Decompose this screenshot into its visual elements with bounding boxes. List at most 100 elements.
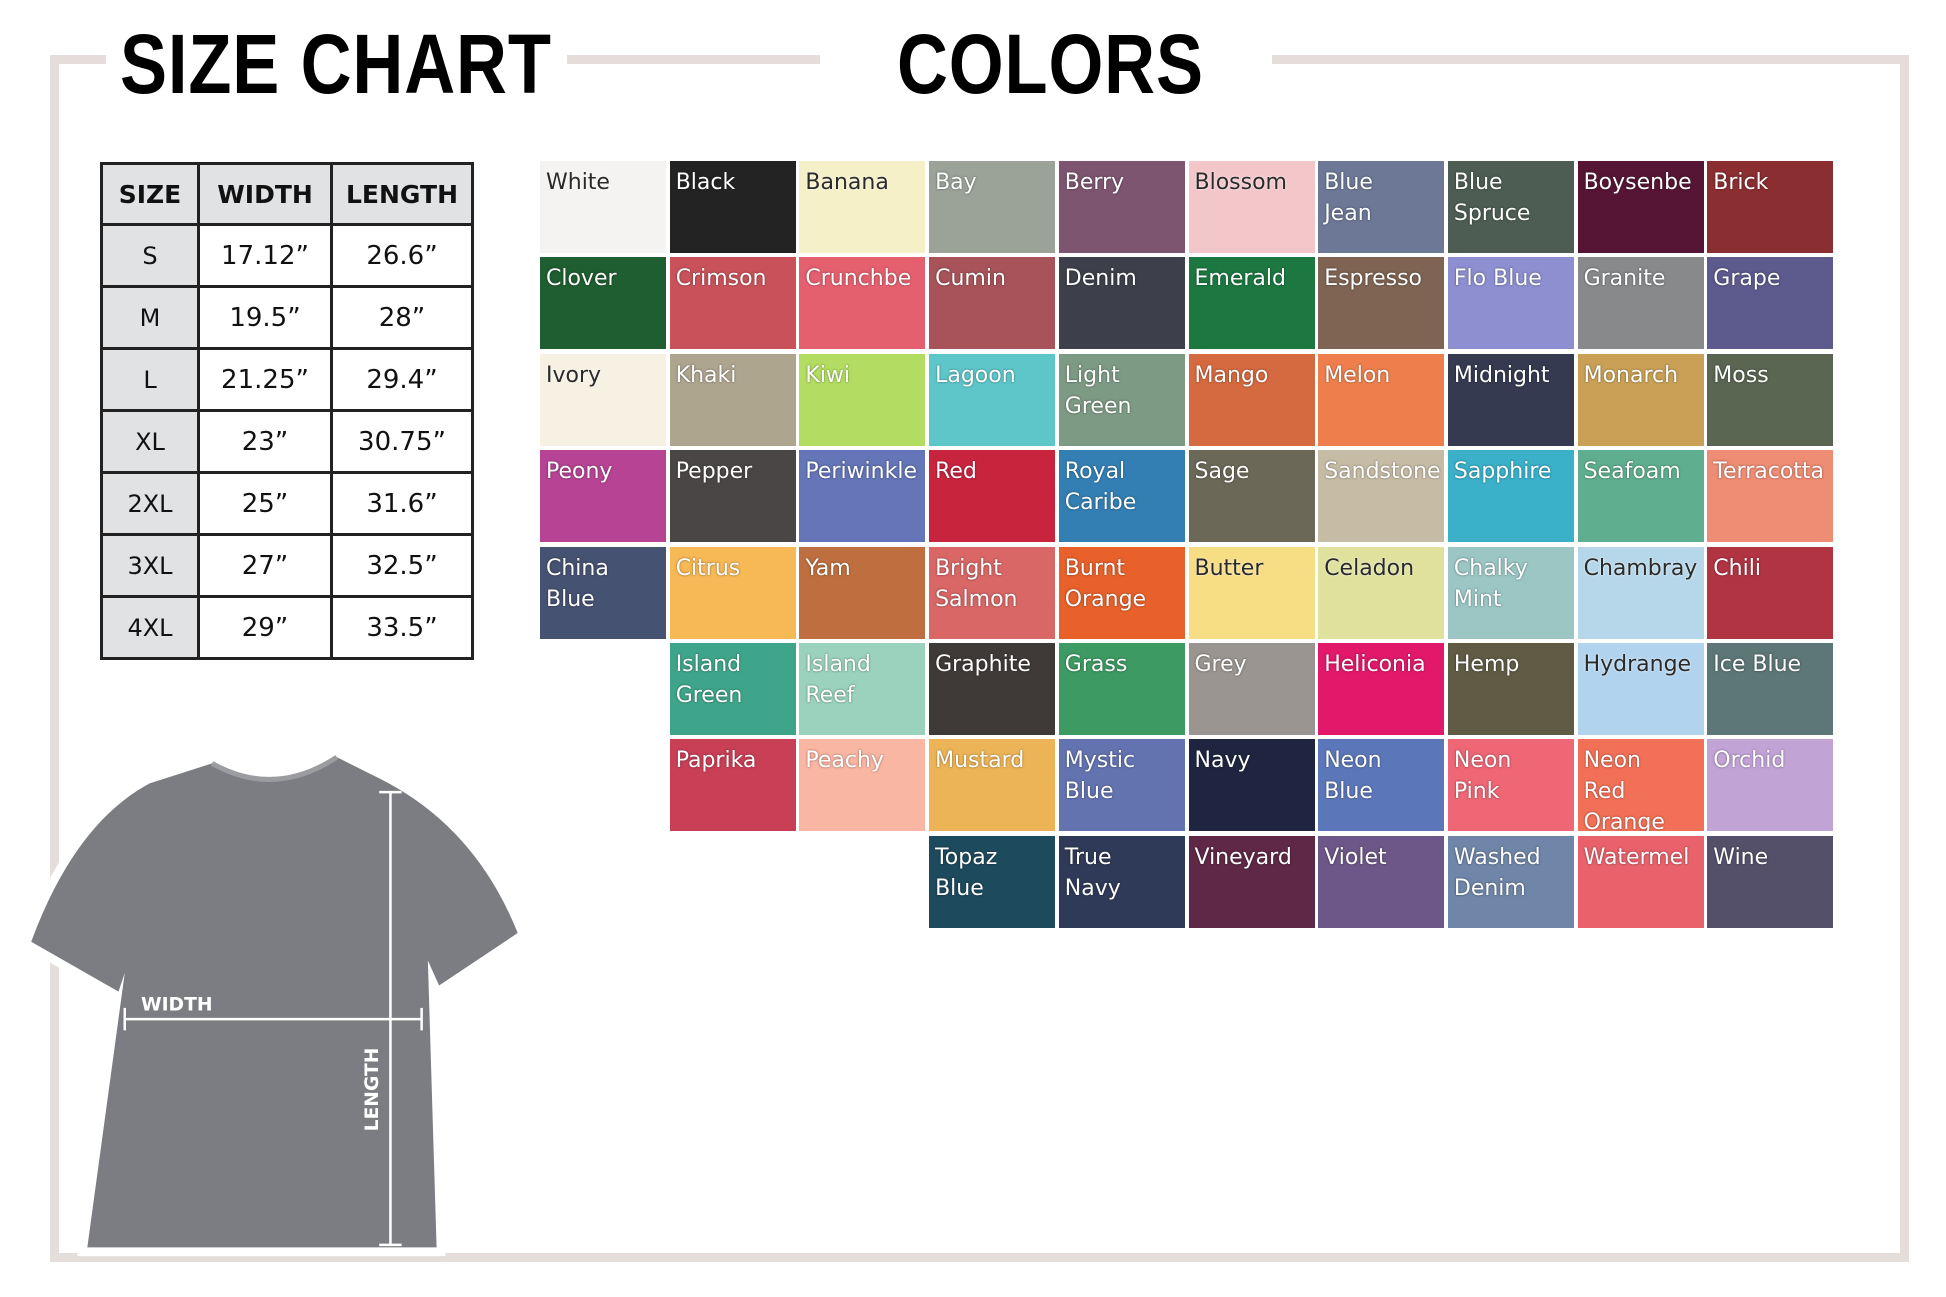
- table-row: L 21.25” 29.4”: [100, 347, 474, 412]
- color-name: Khaki: [675, 362, 737, 388]
- table-row: 2XL 25” 31.6”: [100, 471, 474, 536]
- tshirt-shape: [20, 747, 529, 1257]
- color-name: Midnight: [1453, 362, 1550, 388]
- color-name: Grass: [1064, 652, 1128, 677]
- color-name: Emerald: [1194, 266, 1286, 292]
- color-name: Mango: [1194, 362, 1269, 388]
- color-name: Black: [675, 170, 736, 195]
- color-name: Watermel: [1583, 844, 1690, 870]
- color-name: Boysenbe: [1583, 170, 1692, 195]
- color-swatch: Graphite: [929, 643, 1056, 735]
- color-swatch: Terracotta: [1707, 450, 1834, 543]
- color-swatch: Brick: [1707, 161, 1834, 253]
- color-swatch: Butter: [1188, 546, 1315, 639]
- color-name: Bright Salmon: [935, 555, 1018, 612]
- color-swatch: Sapphire: [1447, 450, 1574, 543]
- color-name: Graphite: [935, 652, 1031, 677]
- color-swatch: Wine: [1707, 835, 1834, 928]
- cell-length: 26.6”: [330, 223, 474, 288]
- color-name: Peony: [546, 459, 613, 485]
- color-name: Crunchbe: [805, 266, 912, 292]
- color-name: Moss: [1713, 362, 1769, 388]
- color-swatch: Monarch: [1577, 353, 1704, 446]
- color-name: Hemp: [1453, 652, 1520, 677]
- color-swatch: Kiwi: [799, 353, 926, 446]
- table-row: XL 23” 30.75”: [100, 409, 474, 474]
- color-name: Burnt Orange: [1064, 555, 1147, 612]
- color-swatch: Bright Salmon: [929, 546, 1056, 639]
- cell-length: 33.5”: [330, 595, 474, 660]
- color-swatch: Orchid: [1707, 739, 1834, 832]
- cell-width: 23”: [197, 409, 333, 474]
- color-swatch: Citrus: [669, 546, 796, 639]
- color-name: Bay: [935, 170, 977, 195]
- color-swatch: Neon Blue: [1318, 739, 1445, 832]
- color-name: Monarch: [1583, 362, 1679, 388]
- color-swatch: Periwinkle: [799, 450, 926, 543]
- color-swatch: Island Reef: [799, 643, 926, 735]
- color-swatch: China Blue: [540, 546, 666, 639]
- frame-top-right: [1272, 55, 1909, 64]
- color-swatch: Light Green: [1058, 353, 1185, 446]
- cell-size: 2XL: [100, 471, 200, 536]
- color-swatch: Chambray: [1577, 546, 1704, 639]
- color-swatch: Washed Denim: [1447, 835, 1574, 928]
- cell-size: L: [100, 347, 200, 412]
- color-swatch: White: [540, 161, 666, 253]
- color-swatch: Chalky Mint: [1447, 546, 1574, 639]
- color-name: Lagoon: [935, 362, 1016, 388]
- color-name: Cumin: [935, 266, 1006, 292]
- color-swatch: Granite: [1577, 257, 1704, 350]
- color-swatch: Flo Blue: [1447, 257, 1574, 350]
- color-name: Periwinkle: [805, 459, 918, 485]
- color-name: Granite: [1583, 266, 1666, 292]
- cell-width: 27”: [197, 533, 333, 598]
- color-name: Light Green: [1064, 362, 1132, 419]
- color-name: True Navy: [1064, 844, 1121, 901]
- color-swatch: Heliconia: [1318, 643, 1445, 735]
- color-name: Heliconia: [1324, 652, 1426, 677]
- colors-heading: COLORS: [897, 17, 1204, 111]
- color-swatch: Ice Blue: [1707, 643, 1834, 735]
- color-swatch: Grass: [1058, 643, 1185, 735]
- color-name: Celadon: [1324, 555, 1415, 581]
- color-name: Butter: [1194, 555, 1264, 581]
- header-length: LENGTH: [330, 162, 474, 226]
- header-size: SIZE: [100, 162, 200, 226]
- color-name: Mystic Blue: [1064, 748, 1136, 805]
- color-name: Sapphire: [1453, 459, 1552, 485]
- color-swatch: Hemp: [1447, 643, 1574, 735]
- color-name: Yam: [805, 555, 851, 581]
- color-swatch: Sandstone: [1318, 450, 1445, 543]
- color-name: Chili: [1713, 555, 1761, 581]
- color-swatch: True Navy: [1058, 835, 1185, 928]
- color-swatch: Banana: [799, 161, 926, 253]
- color-name: Berry: [1064, 170, 1125, 195]
- color-name: Seafoam: [1583, 459, 1681, 485]
- color-name: Royal Caribe: [1064, 459, 1137, 516]
- color-swatch: Topaz Blue: [929, 835, 1056, 928]
- color-name: Violet: [1324, 844, 1387, 870]
- frame-top-left: [50, 55, 106, 64]
- cell-size: 4XL: [100, 595, 200, 660]
- color-name: Red: [935, 459, 977, 485]
- table-header-row: SIZE WIDTH LENGTH: [100, 162, 474, 226]
- color-swatch: Denim: [1058, 257, 1185, 350]
- color-swatch: Ivory: [540, 353, 666, 446]
- color-name: Chalky Mint: [1453, 555, 1528, 612]
- color-swatch: Crimson: [669, 257, 796, 350]
- color-swatch: Blue Jean: [1318, 161, 1445, 253]
- color-swatch: Mystic Blue: [1058, 739, 1185, 832]
- color-name: Neon Pink: [1453, 748, 1512, 805]
- color-name: China Blue: [546, 555, 609, 612]
- tshirt-collar: [210, 755, 339, 782]
- color-name: Wine: [1713, 844, 1769, 870]
- color-swatch: Emerald: [1188, 257, 1315, 350]
- cell-size: XL: [100, 409, 200, 474]
- color-swatch: Boysenbe: [1577, 161, 1704, 253]
- color-swatch: Lagoon: [929, 353, 1056, 446]
- color-swatch: Peachy: [799, 739, 926, 832]
- table-row: 3XL 27” 32.5”: [100, 533, 474, 598]
- width-label: WIDTH: [141, 994, 213, 1015]
- color-swatch: Seafoam: [1577, 450, 1704, 543]
